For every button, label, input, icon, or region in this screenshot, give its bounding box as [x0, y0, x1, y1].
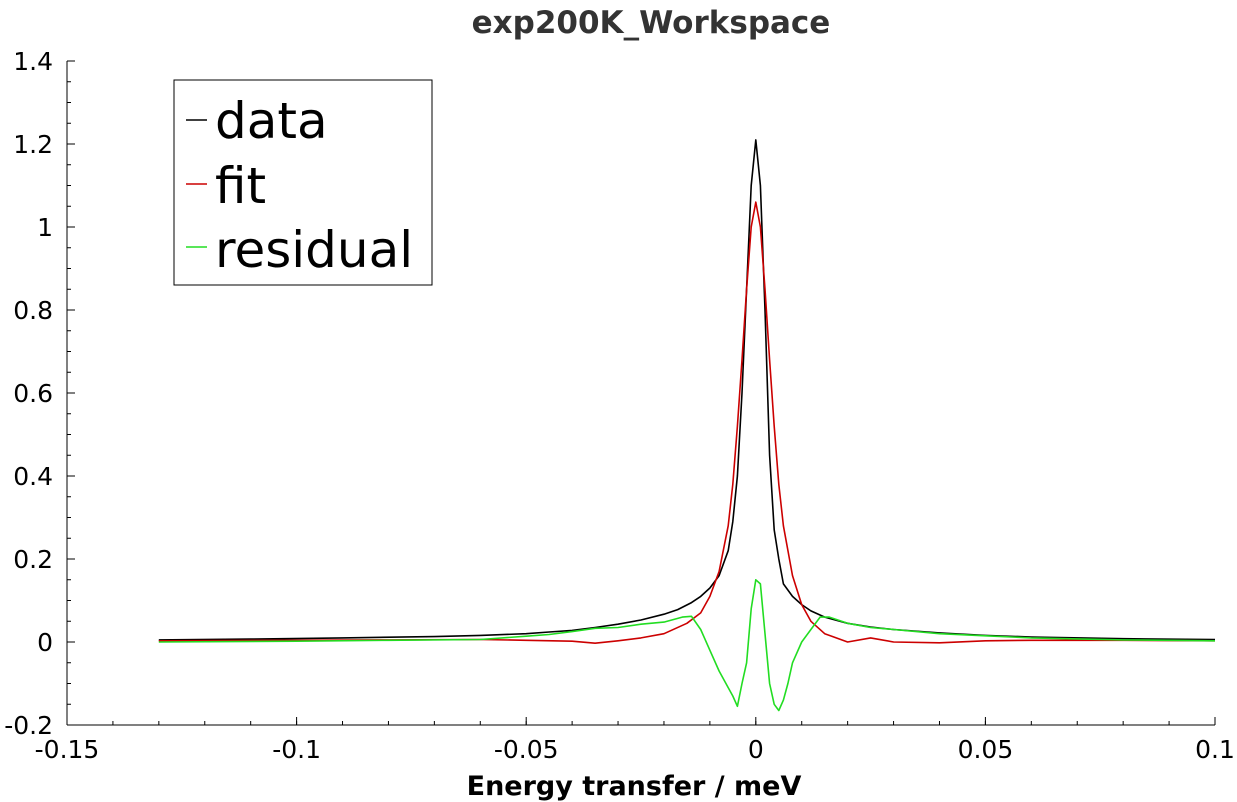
y-axis: -0.2 0 0.2 0.4 0.6 0.8 1 1.2 1.4: [4, 47, 75, 740]
y-tick-label: -0.2: [4, 711, 53, 740]
legend-box: [173, 79, 433, 286]
y-tick-label: 1.4: [13, 47, 53, 76]
legend: data fit residual: [173, 79, 433, 286]
y-tick-label: 0.4: [13, 462, 53, 491]
x-axis: -0.15 -0.1 -0.05 0 0.05 0.1: [35, 717, 1235, 764]
fit-series-line: [158, 201, 1216, 644]
plot-area: [158, 139, 1216, 712]
x-tick-label: -0.05: [494, 735, 559, 764]
legend-label-fit: fit: [215, 157, 266, 215]
y-tick-label: 0.6: [13, 379, 53, 408]
y-tick-label: 0.2: [13, 545, 53, 574]
x-tick-label: -0.1: [272, 735, 321, 764]
x-axis-label: Energy transfer / meV: [467, 771, 802, 802]
x-tick-label: -0.15: [35, 735, 100, 764]
legend-label-residual: residual: [215, 221, 413, 279]
legend-label-data: data: [215, 92, 328, 150]
y-tick-label: 1: [37, 213, 53, 242]
x-tick-label: 0: [748, 735, 764, 764]
y-tick-label: 1.2: [13, 130, 53, 159]
x-tick-label: 0.05: [958, 735, 1014, 764]
chart-title: exp200K_Workspace: [472, 5, 831, 41]
residual-series-line: [158, 579, 1216, 712]
y-tick-label: 0.8: [13, 296, 53, 325]
x-tick-label: 0.1: [1195, 735, 1235, 764]
y-tick-label: 0: [37, 628, 53, 657]
